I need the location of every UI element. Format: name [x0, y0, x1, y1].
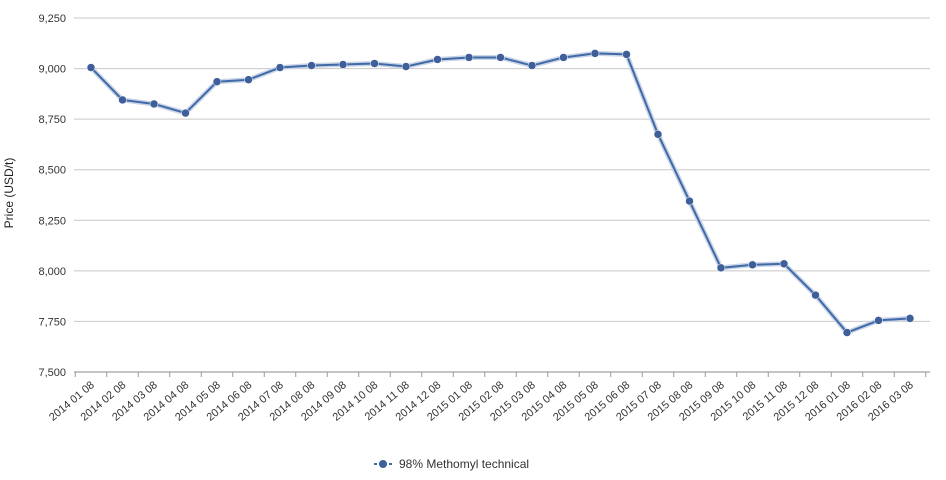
y-tick-label: 9,000: [38, 64, 66, 76]
data-point[interactable]: [86, 63, 96, 72]
data-point[interactable]: [590, 49, 600, 58]
data-point[interactable]: [275, 63, 285, 72]
data-point[interactable]: [307, 61, 316, 70]
data-point[interactable]: [433, 55, 442, 64]
data-point[interactable]: [149, 99, 159, 109]
y-tick-label: 8,250: [38, 215, 66, 227]
y-tick-label: 8,750: [38, 114, 66, 126]
data-point[interactable]: [842, 328, 852, 337]
data-point[interactable]: [338, 60, 348, 69]
data-point[interactable]: [748, 260, 757, 270]
data-point[interactable]: [811, 290, 820, 300]
data-point[interactable]: [527, 61, 537, 70]
data-point[interactable]: [181, 108, 190, 118]
series-group: [86, 49, 915, 337]
data-point[interactable]: [874, 316, 883, 325]
data-point[interactable]: [779, 259, 789, 269]
grid-lines: [74, 17, 930, 373]
legend[interactable]: 98% Methomyl technical: [374, 457, 529, 471]
y-axis-label: Price (USD/t): [2, 158, 16, 229]
data-point[interactable]: [244, 75, 253, 84]
y-tick-label: 9,250: [38, 13, 66, 25]
data-point[interactable]: [212, 77, 222, 86]
data-point[interactable]: [622, 50, 631, 59]
data-point[interactable]: [716, 263, 726, 273]
data-point[interactable]: [905, 314, 915, 323]
y-tick-label: 7,750: [38, 316, 66, 328]
data-point[interactable]: [653, 130, 663, 139]
legend-marker: [379, 460, 387, 468]
data-point[interactable]: [464, 53, 474, 62]
series-line-halo: [89, 50, 911, 336]
x-axis: [74, 371, 930, 377]
data-point[interactable]: [118, 95, 127, 105]
data-point[interactable]: [496, 53, 505, 62]
y-axis-ticks: 9,250 9,000 8,750 8,500 8,250 8,000 7,750 7,500: [38, 13, 66, 379]
y-tick-label: 8,000: [38, 266, 66, 278]
data-point[interactable]: [370, 59, 379, 68]
y-tick-label: 8,500: [38, 165, 66, 177]
series-line: [90, 52, 911, 334]
legend-label: 98% Methomyl technical: [399, 457, 529, 471]
y-tick-label: 7,500: [38, 367, 66, 379]
data-point[interactable]: [401, 62, 411, 71]
data-point[interactable]: [559, 53, 568, 62]
data-point[interactable]: [685, 196, 694, 206]
